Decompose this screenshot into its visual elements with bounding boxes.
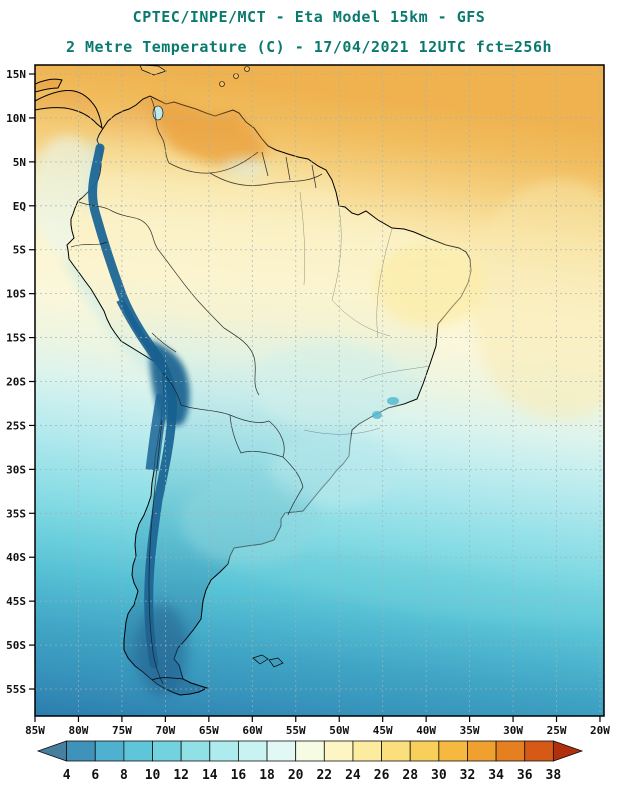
colorbar-segment bbox=[495, 740, 526, 762]
colorbar-left-arrow bbox=[36, 740, 68, 762]
colorbar-tick-label: 20 bbox=[288, 768, 304, 783]
patagonia-cold-area bbox=[136, 604, 188, 696]
colorbar-segment bbox=[180, 740, 211, 762]
lat-label: 20S bbox=[6, 376, 26, 389]
serra-do-mar-cool-spot bbox=[387, 397, 399, 405]
lon-label: 45W bbox=[373, 724, 393, 737]
colorbar-tick-label: 34 bbox=[488, 768, 504, 783]
lat-label: 25S bbox=[6, 419, 26, 432]
lon-label: 55W bbox=[286, 724, 306, 737]
colorbar-tick-label: 4 bbox=[63, 768, 71, 783]
lat-label: 40S bbox=[6, 551, 26, 564]
lon-label: 60W bbox=[242, 724, 262, 737]
lat-label: 10N bbox=[6, 112, 26, 125]
lon-label: 25W bbox=[547, 724, 567, 737]
lon-label: 35W bbox=[460, 724, 480, 737]
page-subtitle: 2 Metre Temperature (C) - 17/04/2021 12U… bbox=[66, 38, 552, 56]
honduras-land-edge bbox=[35, 78, 63, 93]
antilles-island bbox=[244, 66, 250, 72]
map-frame bbox=[34, 64, 605, 717]
colorbar-tick-label: 16 bbox=[231, 768, 247, 783]
lon-label: 40W bbox=[416, 724, 436, 737]
colorbar-tick-label: 12 bbox=[173, 768, 189, 783]
colorbar-tick-label: 6 bbox=[91, 768, 99, 783]
falkland-island-west bbox=[252, 654, 269, 665]
colorbar-tick-label: 28 bbox=[402, 768, 418, 783]
lat-label: 5S bbox=[13, 244, 26, 257]
lon-label: 80W bbox=[69, 724, 89, 737]
lon-label: 85W bbox=[25, 724, 45, 737]
lon-label: 70W bbox=[155, 724, 175, 737]
lat-label: 30S bbox=[6, 463, 26, 476]
magellan-strait-line bbox=[151, 677, 184, 681]
colorbar-tick-label: 18 bbox=[259, 768, 275, 783]
page-title: CPTEC/INPE/MCT - Eta Model 15km - GFS bbox=[133, 8, 486, 26]
colorbar-right-arrow bbox=[552, 740, 584, 762]
guiana-highlands-cool-patch bbox=[223, 158, 267, 178]
colorbar-tick-label: 10 bbox=[145, 768, 161, 783]
state-borders bbox=[299, 191, 431, 435]
pampas-cool-patch bbox=[180, 475, 320, 565]
antilles-island bbox=[219, 81, 225, 87]
colorbar-tick-label: 8 bbox=[120, 768, 128, 783]
caribbean-island bbox=[139, 65, 167, 76]
colorbar-tick-label: 36 bbox=[517, 768, 533, 783]
north-chile-cold-strip bbox=[145, 393, 170, 471]
lat-label: 5N bbox=[13, 156, 26, 169]
colorbar-segment bbox=[94, 740, 125, 762]
temperature-colorbar bbox=[36, 740, 584, 762]
lat-label: 55S bbox=[6, 683, 26, 696]
colorbar-tick-label: 14 bbox=[202, 768, 218, 783]
colorbar-segment bbox=[438, 740, 468, 762]
colorbar-segment bbox=[123, 740, 153, 762]
colorbar-segment bbox=[66, 740, 96, 762]
atlantic-warm-tongue bbox=[470, 180, 604, 420]
colorbar-segment bbox=[467, 740, 497, 762]
falkland-island-east bbox=[268, 657, 284, 668]
serra-do-mar-cool-spot bbox=[372, 411, 382, 419]
lat-label: 35S bbox=[6, 507, 26, 520]
lat-label: 10S bbox=[6, 288, 26, 301]
colorbar-segment bbox=[409, 740, 440, 762]
lat-label: EQ bbox=[13, 200, 27, 213]
lon-label: 65W bbox=[199, 724, 219, 737]
colorbar-segment bbox=[323, 740, 354, 762]
south-brazil-cool-patch bbox=[270, 432, 400, 508]
llanos-warm-region bbox=[150, 100, 268, 168]
latitude-axis: 15N 10N 5N EQ 5S 10S 15S 20S 25S 30S 35S 40S 45S 50S 5… bbox=[6, 68, 26, 696]
lat-label: 50S bbox=[6, 639, 26, 652]
central-brazil-cool-patch bbox=[255, 340, 405, 430]
colorbar-segment bbox=[238, 740, 268, 762]
central-america-landmass bbox=[35, 90, 103, 130]
colorbar-tick-label: 32 bbox=[460, 768, 476, 783]
lat-label: 15S bbox=[6, 332, 26, 345]
colorbar-segment bbox=[209, 740, 239, 762]
lat-label: 15N bbox=[6, 68, 26, 81]
lon-label: 20W bbox=[590, 724, 610, 737]
colorbar-tick-labels: 4 6 8 10 12 14 16 18 20 22 24 26 28 30 32 34 36 38 bbox=[63, 768, 562, 783]
colorbar-tick-label: 24 bbox=[345, 768, 361, 783]
colorbar-segment bbox=[152, 740, 182, 762]
lon-label: 30W bbox=[503, 724, 523, 737]
colorbar-segment bbox=[266, 740, 297, 762]
colorbar-segment bbox=[524, 740, 554, 762]
ne-brazil-warm-patch bbox=[375, 243, 485, 327]
colorbar-segment bbox=[352, 740, 382, 762]
colorbar-segment bbox=[381, 740, 411, 762]
map-plot-area bbox=[35, 65, 604, 716]
lat-label: 45S bbox=[6, 595, 26, 608]
colorbar-tick-label: 22 bbox=[316, 768, 332, 783]
longitude-axis: 85W 80W 75W 70W 65W 60W 55W 50W 45W 40W 35W 30W 25W 2… bbox=[25, 724, 610, 737]
lon-label: 50W bbox=[329, 724, 349, 737]
antilles-island bbox=[233, 73, 239, 79]
colorbar-tick-label: 38 bbox=[546, 768, 562, 783]
colorbar-segment bbox=[295, 740, 325, 762]
axis-ticks bbox=[29, 73, 601, 722]
colorbar-tick-label: 26 bbox=[374, 768, 390, 783]
colorbar-tick-label: 30 bbox=[431, 768, 447, 783]
lon-label: 75W bbox=[112, 724, 132, 737]
peru-coast-cold-strip bbox=[116, 298, 167, 371]
